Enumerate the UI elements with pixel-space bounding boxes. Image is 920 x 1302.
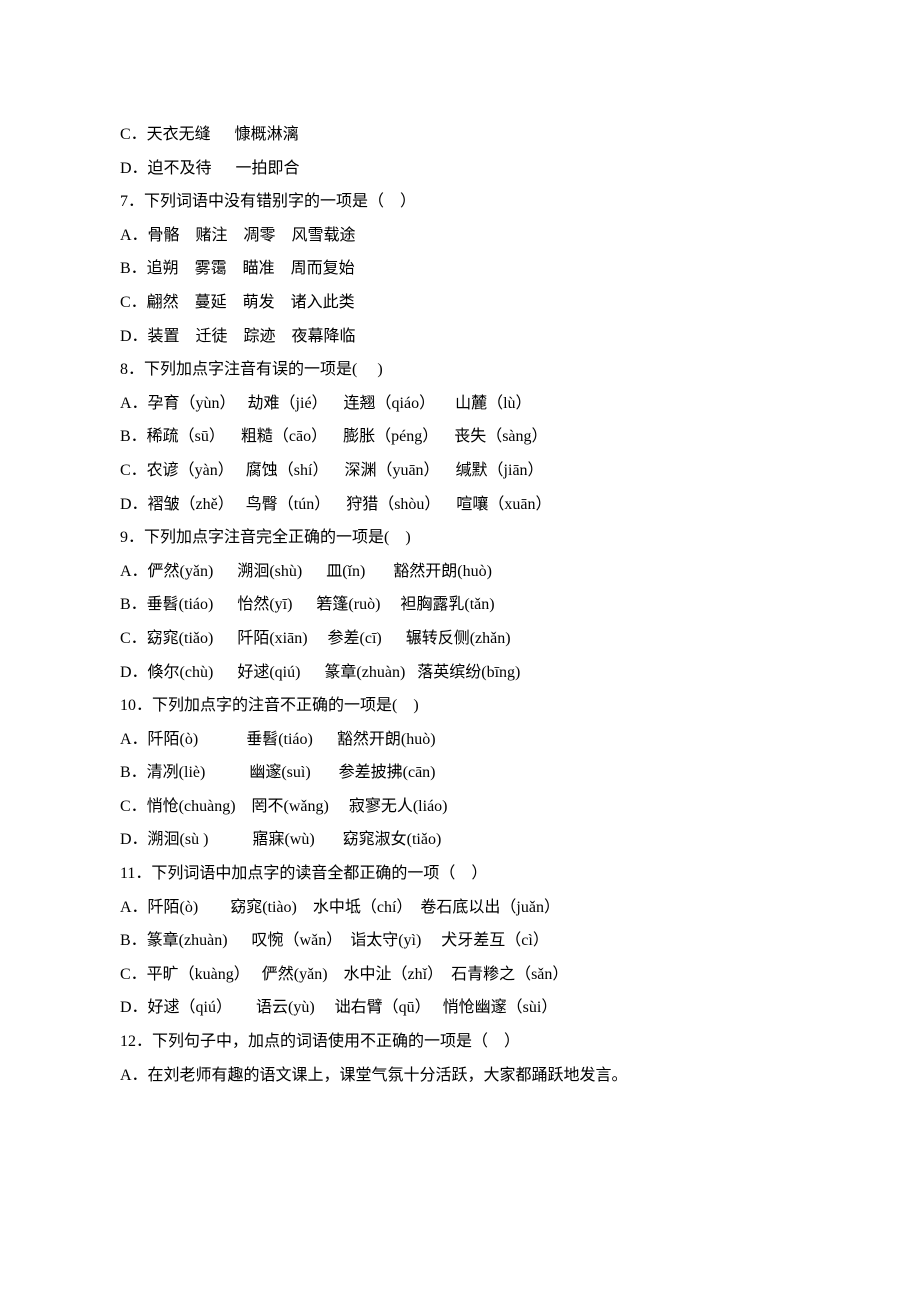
text-line: A．阡陌(ò) 窈窕(tiào) 水中坻（chí） 卷石底以出（juǎn） bbox=[120, 891, 800, 925]
text-line: B．清冽(liè) 幽邃(suì) 参差披拂(cān) bbox=[120, 756, 800, 790]
text-line: C．窈窕(tiǎo) 阡陌(xiān) 参差(cī) 辗转反侧(zhǎn) bbox=[120, 622, 800, 656]
text-line: A．在刘老师有趣的语文课上，课堂气氛十分活跃，大家都踊跃地发言。 bbox=[120, 1059, 800, 1093]
text-line: D．褶皱（zhě） 鸟臀（tún） 狩猎（shòu） 喧嚷（xuān） bbox=[120, 488, 800, 522]
document-page: C．天衣无缝 慷概淋漓 D．迫不及待 一拍即合 7．下列词语中没有错别字的一项是… bbox=[0, 0, 920, 1302]
text-line: B．稀疏（sū） 粗糙（cāo） 膨胀（péng） 丧失（sàng） bbox=[120, 420, 800, 454]
text-line: D．好逑（qiú） 语云(yù) 诎右臂（qū） 悄怆幽邃（sùi） bbox=[120, 991, 800, 1025]
text-line: D．迫不及待 一拍即合 bbox=[120, 152, 800, 186]
text-line: 11．下列词语中加点字的读音全都正确的一项（ ） bbox=[120, 857, 800, 891]
text-line: D．溯洄(sù ) 寤寐(wù) 窈窕淑女(tiǎo) bbox=[120, 823, 800, 857]
text-line: B．追朔 雾霭 瞄准 周而复始 bbox=[120, 252, 800, 286]
text-line: D．装置 迁徒 踪迹 夜幕降临 bbox=[120, 320, 800, 354]
text-line: B．篆章(zhuàn) 叹惋（wǎn） 诣太守(yì) 犬牙差互（cì） bbox=[120, 924, 800, 958]
text-line: A．孕育（yùn） 劫难（jié） 连翘（qiáo） 山麓（lù） bbox=[120, 387, 800, 421]
text-line: 12．下列句子中，加点的词语使用不正确的一项是（ ） bbox=[120, 1025, 800, 1059]
text-line: C．悄怆(chuàng) 罔不(wǎng) 寂寥无人(liáo) bbox=[120, 790, 800, 824]
text-line: C．平旷（kuàng） 俨然(yǎn) 水中沚（zhǐ） 石青糁之（sǎn） bbox=[120, 958, 800, 992]
text-line: 7．下列词语中没有错别字的一项是（ ） bbox=[120, 185, 800, 219]
text-line: 8．下列加点字注音有误的一项是( ) bbox=[120, 353, 800, 387]
text-line: A．骨骼 赌注 凋零 风雪载途 bbox=[120, 219, 800, 253]
text-line: C．天衣无缝 慷概淋漓 bbox=[120, 118, 800, 152]
text-line: 10．下列加点字的注音不正确的一项是( ) bbox=[120, 689, 800, 723]
text-line: C．农谚（yàn） 腐蚀（shí） 深渊（yuān） 缄默（jiān） bbox=[120, 454, 800, 488]
text-line: A．俨然(yǎn) 溯洄(shù) 皿(ǐn) 豁然开朗(huò) bbox=[120, 555, 800, 589]
text-line: D．倏尔(chù) 好逑(qiú) 篆章(zhuàn) 落英缤纷(bīng) bbox=[120, 656, 800, 690]
text-line: 9．下列加点字注音完全正确的一项是( ) bbox=[120, 521, 800, 555]
text-line: C．翩然 蔓延 萌发 诸入此类 bbox=[120, 286, 800, 320]
text-line: B．垂髫(tiáo) 怡然(yī) 箬篷(ruò) 袒胸露乳(tǎn) bbox=[120, 588, 800, 622]
text-line: A．阡陌(ò) 垂髫(tiáo) 豁然开朗(huò) bbox=[120, 723, 800, 757]
